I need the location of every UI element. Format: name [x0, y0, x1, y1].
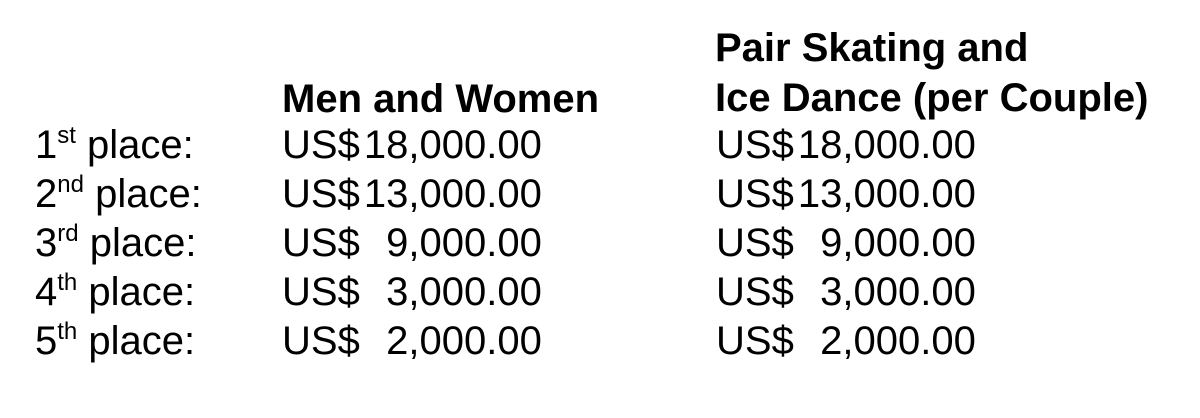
amount: 9,000.00: [386, 221, 542, 265]
currency: US$: [716, 221, 794, 265]
amount: 3,000.00: [386, 270, 542, 314]
currency: US$: [282, 172, 360, 216]
header-men-women: Men and Women: [282, 77, 600, 121]
amount: 9,000.00: [820, 221, 976, 265]
currency: US$: [716, 270, 794, 314]
currency: US$: [282, 270, 360, 314]
place-number: 2: [35, 172, 58, 216]
place-number: 4: [35, 270, 58, 314]
place-number: 3: [35, 221, 58, 265]
place-number: 5: [35, 319, 58, 363]
place-label: place:: [83, 172, 202, 216]
amount: 2,000.00: [386, 319, 542, 363]
pairs-prize: US$ 3,000.00: [716, 268, 976, 317]
place-label-cell: 5th place:: [35, 317, 195, 366]
amount: 13,000.00: [363, 172, 542, 216]
currency: US$: [282, 123, 360, 167]
header-pairs-line2: Ice Dance (per Couple): [715, 76, 1149, 120]
place-suffix: nd: [57, 171, 84, 198]
men-women-prize: US$ 2,000.00: [282, 317, 542, 366]
men-women-prize: US$ 18,000.00: [282, 121, 542, 170]
men-women-prize: US$ 13,000.00: [282, 170, 542, 219]
men-women-prize: US$ 3,000.00: [282, 268, 542, 317]
place-label: place:: [77, 319, 196, 363]
amount: 18,000.00: [797, 123, 976, 167]
place-label-cell: 2nd place:: [35, 170, 202, 219]
place-suffix: rd: [57, 220, 79, 247]
amount: 3,000.00: [820, 270, 976, 314]
amount: 13,000.00: [797, 172, 976, 216]
pairs-prize: US$ 2,000.00: [716, 317, 976, 366]
pairs-prize: US$ 18,000.00: [716, 121, 976, 170]
place-number: 1: [35, 123, 58, 167]
currency: US$: [716, 319, 794, 363]
place-label: place:: [78, 221, 197, 265]
currency: US$: [716, 172, 794, 216]
amount: 18,000.00: [363, 123, 542, 167]
currency: US$: [716, 123, 794, 167]
place-label-cell: 4th place:: [35, 268, 195, 317]
place-label-cell: 3rd place:: [35, 219, 196, 268]
currency: US$: [282, 221, 360, 265]
pairs-prize: US$ 9,000.00: [716, 219, 976, 268]
place-suffix: th: [57, 269, 78, 296]
place-suffix: th: [57, 318, 78, 345]
men-women-prize: US$ 9,000.00: [282, 219, 542, 268]
place-suffix: st: [57, 122, 76, 149]
pairs-prize: US$ 13,000.00: [716, 170, 976, 219]
currency: US$: [282, 319, 360, 363]
place-label: place:: [75, 123, 194, 167]
header-pairs-line1: Pair Skating and: [715, 26, 1029, 70]
place-label: place:: [77, 270, 196, 314]
place-label-cell: 1st place:: [35, 121, 194, 170]
amount: 2,000.00: [820, 319, 976, 363]
